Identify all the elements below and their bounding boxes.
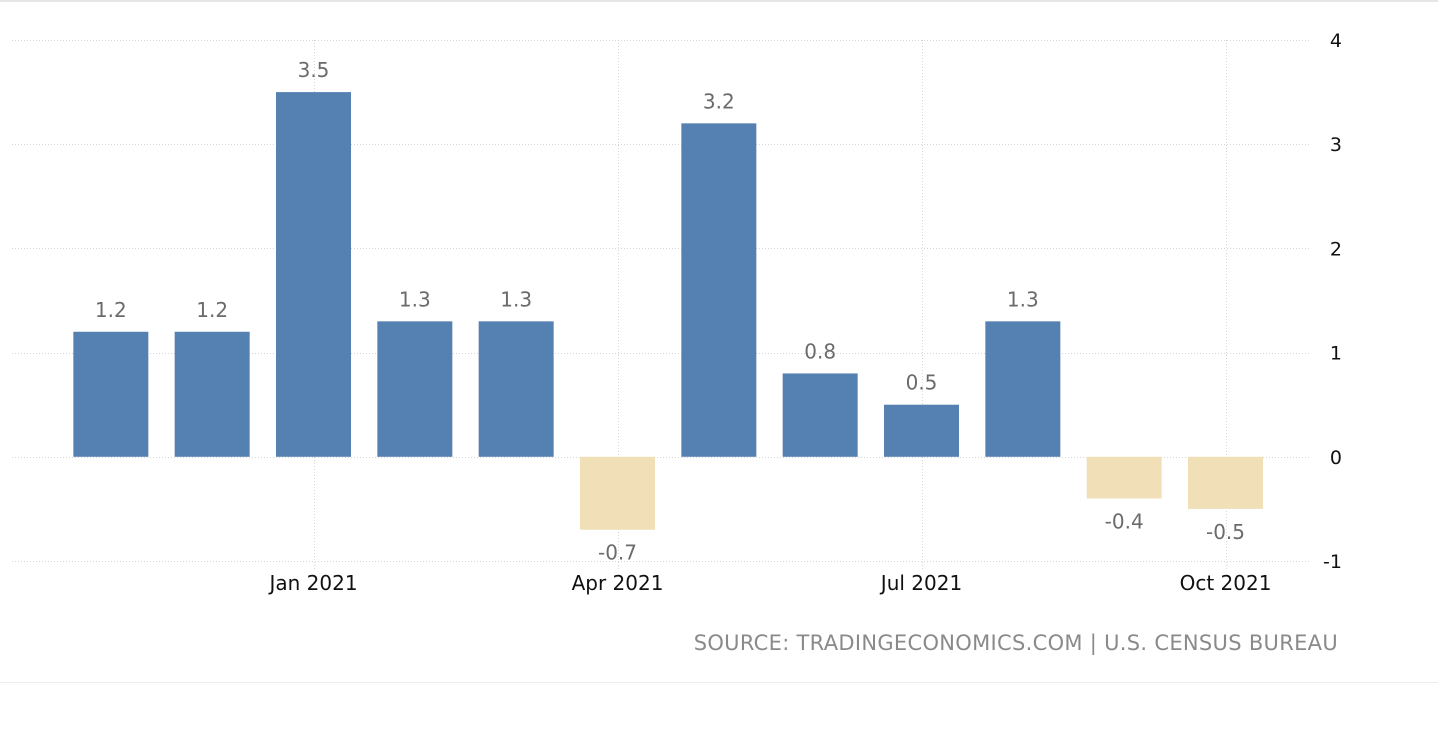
source-caption: SOURCE: TRADINGECONOMICS.COM | U.S. CENS… — [693, 631, 1338, 655]
bar-jan-2021[interactable] — [276, 92, 351, 457]
data-label: 0.5 — [906, 371, 938, 395]
y-tick-label: 3 — [1330, 134, 1342, 156]
y-tick-label: 4 — [1330, 30, 1342, 52]
data-label: 1.3 — [399, 287, 431, 311]
data-label: 1.2 — [196, 298, 228, 322]
bar-jun-2021[interactable] — [782, 373, 858, 457]
data-label: -0.7 — [598, 541, 637, 565]
x-tick-label: Jan 2021 — [267, 571, 357, 595]
data-label: 1.3 — [500, 287, 532, 311]
x-tick-label: Jul 2021 — [879, 571, 962, 595]
y-tick-label: 2 — [1330, 238, 1342, 260]
top-border — [0, 0, 1438, 2]
data-labels: 1.2 1.2 3.5 1.3 1.3 -0.7 3.2 0.8 0.5 1.3 -0.4 -0.5 — [95, 58, 1245, 565]
y-tick-label: 0 — [1330, 447, 1342, 469]
data-label: 3.2 — [703, 89, 735, 113]
data-label: -0.5 — [1206, 520, 1245, 544]
bar-feb-2021[interactable] — [377, 321, 453, 457]
x-tick-label: Oct 2021 — [1180, 571, 1272, 595]
bar-oct-2021[interactable] — [1188, 456, 1263, 509]
data-label: 1.3 — [1007, 287, 1039, 311]
bottom-border — [0, 682, 1438, 683]
y-tick-label: 1 — [1330, 343, 1342, 365]
bar-mar-2021[interactable] — [478, 321, 554, 457]
x-tick-label: Apr 2021 — [572, 571, 664, 595]
data-label: 1.2 — [95, 298, 127, 322]
bar-sep-2021[interactable] — [1086, 456, 1162, 499]
data-label: 0.8 — [804, 339, 836, 363]
bar-aug-2021[interactable] — [985, 321, 1061, 457]
data-label: 3.5 — [298, 58, 330, 82]
bar-may-2021[interactable] — [681, 123, 757, 457]
bar-jul-2021[interactable] — [884, 404, 959, 457]
data-label: -0.4 — [1105, 509, 1144, 533]
y-tick-label: -1 — [1323, 551, 1342, 573]
bar-apr-2021[interactable] — [580, 456, 655, 530]
x-axis: Jan 2021 Apr 2021 Jul 2021 Oct 2021 — [267, 571, 1271, 595]
bar-nov-2020[interactable] — [73, 331, 149, 457]
bar-dec-2020[interactable] — [174, 331, 250, 457]
bars — [73, 92, 1263, 530]
y-axis: 4 3 2 1 0 -1 — [1323, 30, 1342, 573]
